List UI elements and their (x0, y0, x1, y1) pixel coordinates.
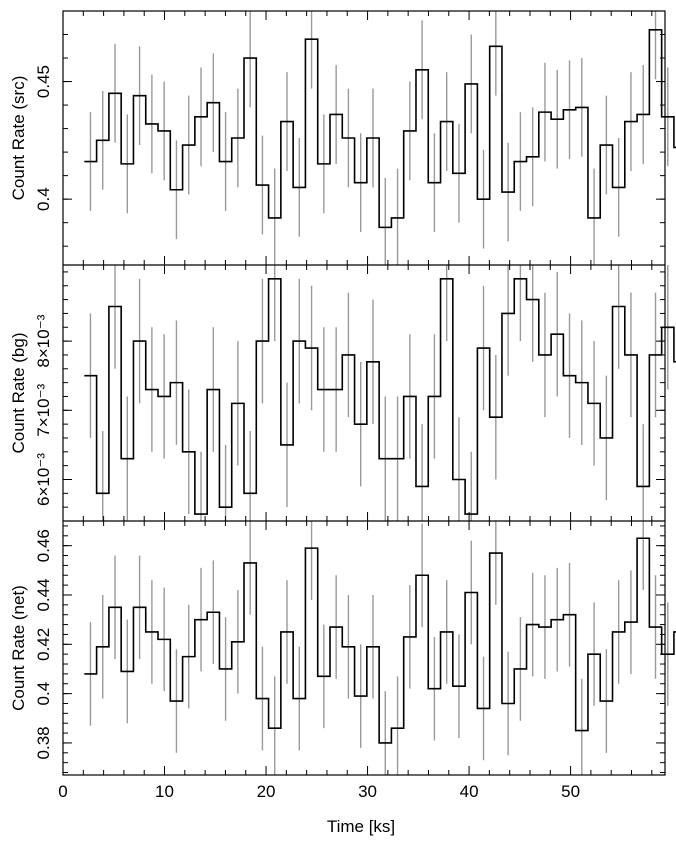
plot-frame (62, 10, 666, 776)
x-tick-label: 40 (460, 782, 479, 801)
bg-y-tick-label: 6×10⁻³ (34, 453, 53, 506)
net-axis-ticks (62, 521, 665, 775)
net-y-tick-labels: 0.38 0.4 0.42 0.44 0.46 (34, 529, 53, 759)
src-y-axis-label: Count Rate (src) (9, 76, 28, 201)
panel-net: 0.38 0.4 0.42 0.44 0.46 Count Rate (net) (9, 521, 676, 775)
src-y-tick-label: 0.45 (34, 65, 53, 98)
x-tick-labels: 0 10 20 30 40 50 (58, 782, 580, 801)
src-axis-ticks (62, 11, 665, 265)
net-y-tick-label: 0.46 (34, 529, 53, 562)
net-y-axis-label: Count Rate (net) (9, 585, 28, 711)
net-histogram-line (84, 537, 676, 744)
net-y-tick-label: 0.44 (34, 578, 53, 611)
x-axis-label: Time [ks] (327, 817, 395, 836)
src-histogram-line (84, 29, 676, 229)
src-y-tick-labels: 0.4 0.45 (34, 65, 53, 211)
x-tick-label: 10 (155, 782, 174, 801)
bg-y-tick-label: 8×10⁻³ (34, 314, 53, 367)
bg-axis-ticks (62, 265, 665, 521)
x-tick-label: 0 (58, 782, 67, 801)
x-tick-label: 20 (257, 782, 276, 801)
bg-histogram-line (84, 278, 676, 515)
bg-y-tick-labels: 6×10⁻³ 7×10⁻³ 8×10⁻³ (34, 314, 53, 506)
panel-src: 0.4 0.45 Count Rate (src) (9, 11, 676, 265)
x-tick-label: 50 (561, 782, 580, 801)
src-y-tick-label: 0.4 (34, 187, 53, 211)
net-y-tick-label: 0.4 (34, 682, 53, 706)
bg-y-axis-label: Count Rate (bg) (9, 333, 28, 454)
net-y-tick-label: 0.38 (34, 726, 53, 759)
net-y-tick-label: 0.42 (34, 628, 53, 661)
bg-y-tick-label: 7×10⁻³ (34, 384, 53, 437)
x-tick-label: 30 (358, 782, 377, 801)
panel-bg: 6×10⁻³ 7×10⁻³ 8×10⁻³ Count Rate (bg) (9, 265, 676, 521)
